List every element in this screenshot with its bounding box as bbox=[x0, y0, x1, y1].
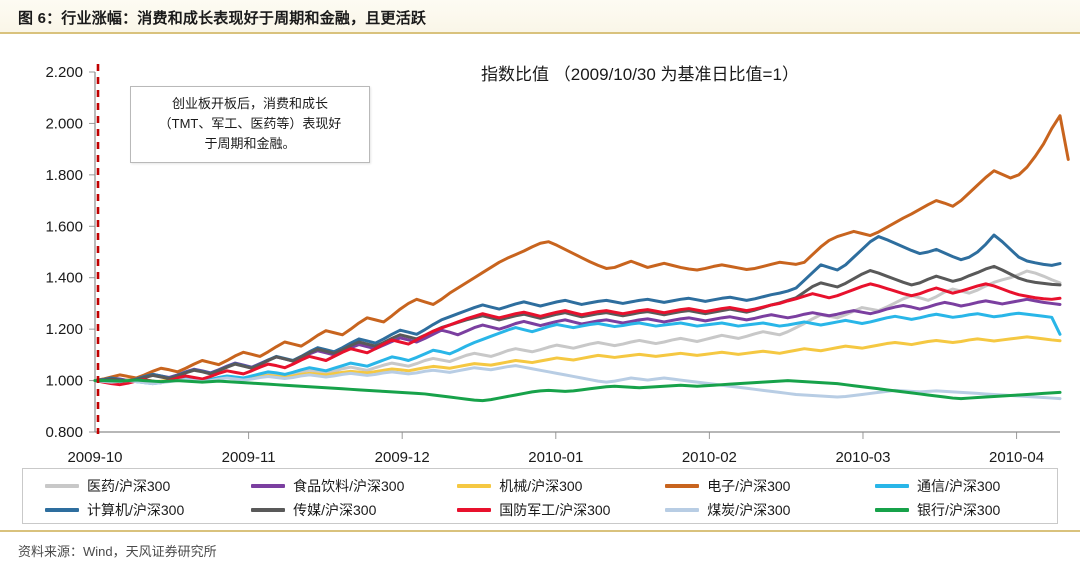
legend-label: 机械/沪深300 bbox=[499, 478, 583, 494]
y-tick-label: 1.800 bbox=[45, 167, 83, 184]
annotation-callout: 创业板开板后，消费和成长 （TMT、军工、医药等）表现好 于周期和金融。 bbox=[130, 86, 370, 164]
legend-label: 食品饮料/沪深300 bbox=[293, 478, 405, 494]
x-tick-label: 2009-12 bbox=[375, 449, 430, 466]
y-axis-tick-labels: 0.800 1.000 1.200 1.400 1.600 1.800 2.000 2.200 bbox=[45, 64, 95, 441]
legend-item[interactable]: 通信/沪深300 bbox=[863, 474, 1057, 498]
y-tick-label: 1.000 bbox=[45, 373, 83, 390]
y-tick-label: 1.400 bbox=[45, 270, 83, 287]
legend-color-swatch bbox=[875, 484, 910, 488]
x-tick-label: 2010-01 bbox=[528, 449, 583, 466]
legend-item[interactable]: 传媒/沪深300 bbox=[239, 498, 445, 522]
legend-row: 医药/沪深300 食品饮料/沪深300 机械/沪深300 电子/沪深300 通信/沪深3… bbox=[23, 474, 1057, 498]
legend-item[interactable]: 医药/沪深300 bbox=[23, 474, 239, 498]
legend-label: 传媒/沪深300 bbox=[293, 502, 377, 518]
x-tick-label: 2010-04 bbox=[989, 449, 1044, 466]
legend-item[interactable]: 机械/沪深300 bbox=[445, 474, 653, 498]
series-line bbox=[93, 297, 1062, 383]
legend-label: 煤炭/沪深300 bbox=[707, 502, 791, 518]
y-tick-label: 2.200 bbox=[45, 64, 83, 81]
legend-color-swatch bbox=[251, 484, 286, 488]
legend-item[interactable]: 计算机/沪深300 bbox=[23, 498, 239, 522]
series-lines bbox=[93, 114, 1070, 403]
legend-color-swatch bbox=[665, 484, 700, 488]
series-line bbox=[93, 378, 1062, 403]
chart-legend: 医药/沪深300 食品饮料/沪深300 机械/沪深300 电子/沪深300 通信/沪深3… bbox=[22, 468, 1058, 524]
legend-label: 医药/沪深300 bbox=[87, 478, 171, 494]
legend-item[interactable]: 银行/沪深300 bbox=[863, 498, 1057, 522]
legend-label: 计算机/沪深300 bbox=[87, 502, 185, 518]
legend-item[interactable]: 电子/沪深300 bbox=[653, 474, 863, 498]
legend-color-swatch bbox=[45, 484, 79, 488]
legend-color-swatch bbox=[875, 508, 910, 512]
legend-color-swatch bbox=[45, 508, 79, 512]
plot-area: 0.800 1.000 1.200 1.400 1.600 1.800 2.000 2.200… bbox=[0, 34, 1080, 474]
annotation-line-3: 于周期和金融。 bbox=[204, 136, 296, 152]
figure-title: 图 6：行业涨幅：消费和成长表现好于周期和金融，且更活跃 bbox=[18, 10, 427, 27]
y-tick-label: 1.200 bbox=[45, 321, 83, 338]
x-tick-label: 2009-11 bbox=[222, 449, 276, 466]
legend-row: 计算机/沪深300 传媒/沪深300 国防军工/沪深300 煤炭/沪深300 银行/沪深… bbox=[23, 498, 1057, 522]
figure-header-banner: 图 6：行业涨幅：消费和成长表现好于周期和金融，且更活跃 bbox=[0, 0, 1080, 34]
x-tick-label: 2009-10 bbox=[67, 449, 122, 466]
x-tick-label: 2010-03 bbox=[835, 449, 890, 466]
series-line bbox=[93, 282, 1062, 387]
y-tick-label: 2.000 bbox=[45, 115, 83, 132]
legend-color-swatch bbox=[457, 484, 492, 488]
x-axis-tick-labels: 2009-10 2009-11 2009-12 2010-01 2010-02 2010-… bbox=[67, 432, 1044, 466]
legend-item[interactable]: 煤炭/沪深300 bbox=[653, 498, 863, 522]
y-tick-label: 0.800 bbox=[45, 424, 83, 441]
annotation-line-2: （TMT、军工、医药等）表现好 bbox=[158, 116, 342, 132]
figure-footer: 资料来源：Wind，天风证券研究所 bbox=[0, 530, 1080, 567]
legend-color-swatch bbox=[251, 508, 286, 512]
series-line bbox=[93, 311, 1062, 386]
source-note: 资料来源：Wind，天风证券研究所 bbox=[18, 544, 217, 559]
legend-item[interactable]: 国防军工/沪深300 bbox=[445, 498, 653, 522]
legend-color-swatch bbox=[457, 508, 492, 512]
line-chart-svg: 0.800 1.000 1.200 1.400 1.600 1.800 2.000 2.200… bbox=[45, 64, 1070, 466]
legend-color-swatch bbox=[665, 508, 700, 512]
series-line bbox=[93, 335, 1062, 384]
legend-label: 通信/沪深300 bbox=[917, 478, 1001, 494]
series-line bbox=[93, 264, 1062, 383]
legend-label: 电子/沪深300 bbox=[707, 478, 791, 494]
series-line bbox=[93, 114, 1070, 383]
chart-card: 指数比值 （2009/10/30 为基准日比值=1） 0.800 1.000 1.2… bbox=[0, 34, 1080, 530]
annotation-line-1: 创业板开板后，消费和成长 bbox=[171, 96, 328, 111]
x-tick-label: 2010-02 bbox=[682, 449, 737, 466]
legend-label: 国防军工/沪深300 bbox=[499, 502, 611, 518]
chart-axes bbox=[94, 72, 1060, 433]
legend-item[interactable]: 食品饮料/沪深300 bbox=[239, 474, 445, 498]
legend-label: 银行/沪深300 bbox=[917, 502, 1001, 518]
y-tick-label: 1.600 bbox=[45, 218, 83, 235]
chart-title: 指数比值 （2009/10/30 为基准日比值=1） bbox=[481, 65, 799, 84]
